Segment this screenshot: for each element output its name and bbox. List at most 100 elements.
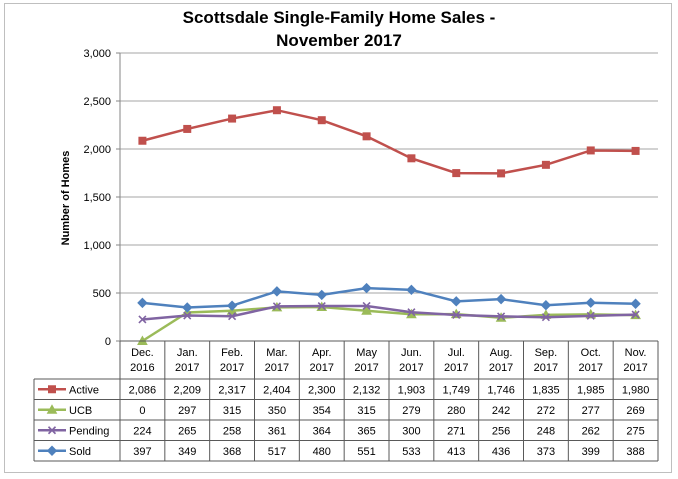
x-tick-label-year: 2017 — [534, 362, 558, 374]
legend-entry-pending: Pending — [38, 425, 109, 437]
data-point-marker — [138, 315, 147, 324]
table-cell-value: 248 — [537, 425, 555, 437]
series-line — [142, 108, 636, 175]
x-tick-label-year: 2017 — [265, 362, 289, 374]
data-point-marker — [407, 154, 416, 163]
table-cell-value: 279 — [402, 405, 420, 417]
x-tick-label-year: 2017 — [310, 362, 334, 374]
table-cell-value: 399 — [582, 446, 600, 458]
table-cell-value: 2,132 — [353, 384, 381, 396]
table-cell-value: 2,300 — [308, 384, 336, 396]
table-cell-value: 275 — [626, 425, 644, 437]
data-point-marker — [317, 116, 326, 125]
table-cell-value: 480 — [313, 446, 331, 458]
series-pending — [138, 301, 640, 324]
data-point-marker — [407, 308, 416, 317]
table-cell-value: 350 — [268, 405, 286, 417]
data-point-marker — [317, 301, 326, 311]
x-tick-label-year: 2017 — [175, 362, 199, 374]
data-point-marker — [631, 146, 640, 155]
data-point-marker — [183, 311, 192, 320]
table-cell-value: 242 — [492, 405, 510, 417]
table-cell-value: 373 — [537, 446, 555, 458]
table-cell-value: 277 — [582, 405, 600, 417]
data-point-marker — [138, 136, 147, 145]
legend-entry-sold: Sold — [38, 445, 91, 458]
data-point-marker — [272, 106, 281, 115]
y-tick-label: 3,000 — [83, 48, 111, 60]
table-cell-value: 349 — [178, 446, 196, 458]
data-point-marker — [362, 132, 371, 141]
table-cell-value: 2,209 — [173, 384, 201, 396]
table-cell-value: 315 — [357, 405, 375, 417]
legend-label: Sold — [69, 446, 91, 458]
legend-entry-ucb: UCB — [38, 404, 92, 417]
data-point-marker — [46, 404, 58, 414]
table-cell-value: 300 — [402, 425, 420, 437]
data-point-marker — [137, 297, 148, 309]
x-tick-label-month: Jul. — [448, 347, 465, 359]
y-tick-label: 0 — [105, 336, 111, 348]
y-tick-label: 2,500 — [83, 96, 111, 108]
x-tick-label-year: 2017 — [399, 362, 423, 374]
data-point-marker — [272, 302, 281, 311]
data-point-marker — [586, 146, 595, 155]
series-layer — [137, 106, 641, 345]
x-tick-label-month: Nov. — [625, 347, 647, 359]
x-tick-label-year: 2017 — [579, 362, 603, 374]
y-tick-label: 500 — [93, 288, 111, 300]
table-cell-value: 297 — [178, 405, 196, 417]
data-point-marker — [48, 385, 56, 394]
x-tick-label-month: Dec. — [131, 347, 154, 359]
table-cell-value: 269 — [626, 405, 644, 417]
table-cell-value: 1,835 — [532, 384, 560, 396]
x-tick-label-year: 2017 — [220, 362, 244, 374]
table-cell-value: 2,404 — [263, 384, 291, 396]
table-cell-value: 361 — [268, 425, 286, 437]
data-point-marker — [362, 301, 371, 311]
series-active — [138, 106, 640, 178]
chart-title-line-2: November 2017 — [276, 31, 402, 50]
y-tick-label: 2,000 — [83, 144, 111, 156]
table-cell-value: 256 — [492, 425, 510, 437]
table-cell-value: 517 — [268, 446, 286, 458]
data-point-marker — [46, 445, 58, 456]
table-cell-value: 1,985 — [577, 384, 605, 396]
table-cell-value: 368 — [223, 446, 241, 458]
data-point-marker — [497, 169, 506, 178]
x-tick-label-month: Aug. — [490, 347, 513, 359]
x-tick-label-month: Sep. — [535, 347, 558, 359]
x-tick-label-month: Apr. — [312, 347, 332, 359]
table-cell-value: 364 — [313, 425, 331, 437]
data-point-marker — [585, 297, 596, 308]
series-line — [141, 305, 636, 343]
data-point-marker — [182, 302, 193, 313]
y-tick-label: 1,000 — [83, 240, 111, 252]
data-point-marker — [495, 293, 507, 305]
data-point-marker — [316, 289, 327, 301]
table-cell-value: 315 — [223, 405, 241, 417]
chart-title-line-1: Scottsdale Single-Family Home Sales - — [182, 8, 496, 27]
data-point-marker — [271, 286, 283, 297]
series-sold — [137, 282, 641, 313]
x-tick-label-year: 2016 — [130, 362, 154, 374]
data-point-marker — [497, 312, 506, 321]
data-point-marker — [361, 282, 372, 294]
table-cell-value: 551 — [357, 446, 375, 458]
x-tick-label-month: May — [356, 347, 377, 359]
data-point-marker — [451, 296, 462, 307]
data-point-marker — [226, 300, 238, 311]
table-cell-value: 2,086 — [129, 384, 157, 396]
x-tick-label-year: 2017 — [489, 362, 513, 374]
table-cell-value: 397 — [133, 446, 151, 458]
data-point-marker — [47, 426, 57, 435]
table-cell-value: 1,749 — [442, 384, 470, 396]
x-tick-label-year: 2017 — [444, 362, 468, 374]
table-cell-value: 265 — [178, 425, 196, 437]
data-point-marker — [228, 114, 237, 123]
table-cell-value: 271 — [447, 425, 465, 437]
table-cell-value: 533 — [402, 446, 420, 458]
y-tick-label: 1,500 — [83, 192, 111, 204]
table-cell-value: 262 — [582, 425, 600, 437]
